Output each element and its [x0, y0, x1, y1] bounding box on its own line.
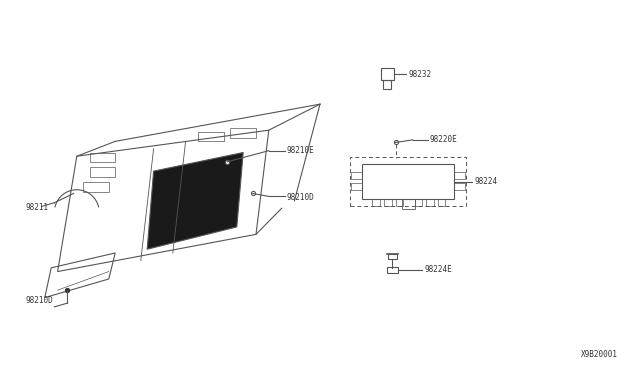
Text: 98210D: 98210D [287, 193, 314, 202]
Bar [415, 199, 422, 206]
Bar [372, 199, 380, 206]
Bar [362, 164, 454, 199]
Text: 98224E: 98224E [424, 265, 452, 274]
Bar [454, 183, 465, 190]
Text: 98210D: 98210D [26, 296, 53, 305]
Bar [387, 267, 398, 273]
Bar [351, 183, 362, 190]
Bar [90, 167, 115, 177]
Bar [388, 254, 397, 259]
Bar [90, 153, 115, 162]
Polygon shape [147, 153, 243, 249]
Bar [396, 199, 403, 206]
Bar [198, 132, 224, 141]
Bar [384, 199, 392, 206]
Bar [426, 199, 434, 206]
Bar [230, 128, 256, 138]
Bar [402, 199, 415, 209]
Bar [438, 199, 445, 206]
Bar [381, 68, 394, 80]
Text: 98224: 98224 [474, 177, 497, 186]
Bar [83, 182, 109, 192]
Bar [383, 80, 391, 89]
Bar [350, 157, 466, 206]
Text: 98210E: 98210E [287, 146, 314, 155]
Text: 98211: 98211 [26, 203, 49, 212]
Text: 98232: 98232 [408, 70, 431, 79]
Bar [454, 172, 465, 179]
Bar [351, 172, 362, 179]
Text: 98220E: 98220E [429, 135, 457, 144]
Text: X9B20001: X9B20001 [580, 350, 618, 359]
